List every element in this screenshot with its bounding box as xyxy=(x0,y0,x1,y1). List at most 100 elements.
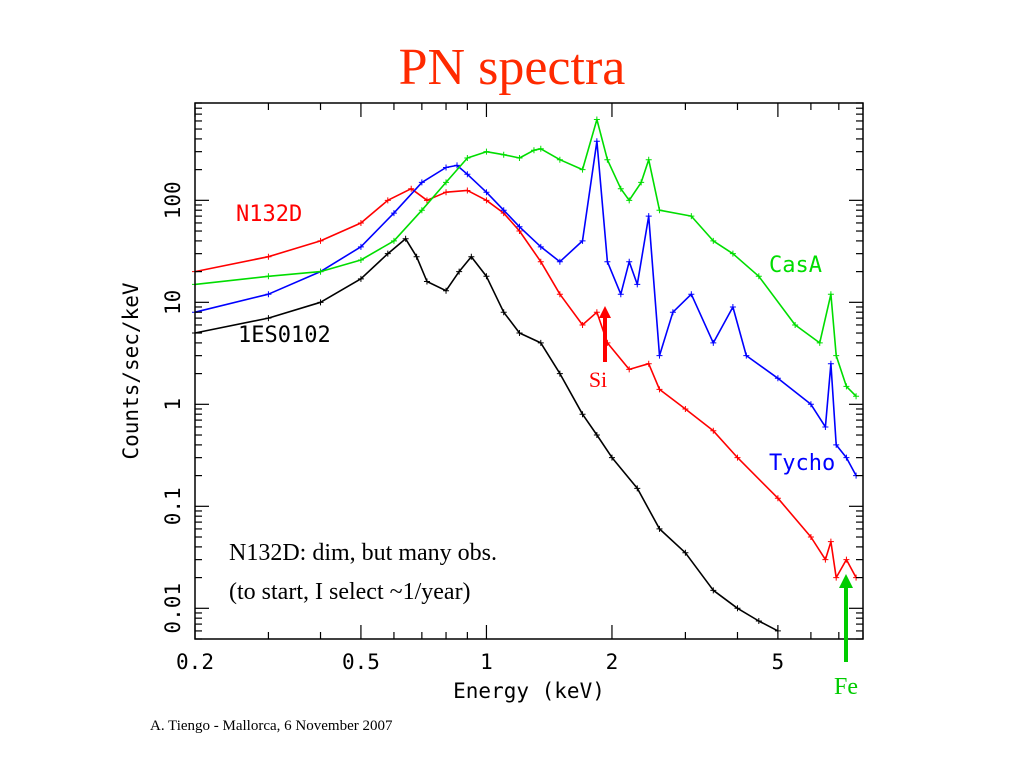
data-point xyxy=(384,250,391,257)
data-point xyxy=(317,237,324,244)
data-point xyxy=(593,138,600,145)
data-point xyxy=(579,321,586,328)
data-point xyxy=(537,339,544,346)
data-point xyxy=(265,291,272,298)
data-point xyxy=(638,179,645,186)
data-point xyxy=(556,156,563,163)
data-point xyxy=(516,155,523,162)
data-point xyxy=(537,258,544,265)
data-point xyxy=(710,339,717,346)
data-point xyxy=(604,156,611,163)
series-line-1es0102 xyxy=(194,238,779,632)
data-point xyxy=(593,116,600,123)
data-point xyxy=(833,574,840,581)
y-tick-label: 100 xyxy=(161,181,185,219)
data-point xyxy=(317,299,324,306)
data-point xyxy=(792,321,799,328)
data-point xyxy=(755,618,762,625)
data-point xyxy=(729,250,736,257)
label-casa: CasA xyxy=(769,253,822,278)
series-line-tycho xyxy=(194,140,857,476)
data-point xyxy=(682,405,689,412)
data-point xyxy=(827,291,834,298)
data-point xyxy=(464,155,471,162)
fe-arrow-head xyxy=(839,574,853,588)
data-point xyxy=(710,587,717,594)
si-annotation: Si xyxy=(589,306,611,392)
data-point xyxy=(443,189,450,196)
data-point xyxy=(774,375,781,382)
data-point xyxy=(556,370,563,377)
data-point xyxy=(608,454,615,461)
data-point xyxy=(710,237,717,244)
data-point xyxy=(774,495,781,502)
data-point xyxy=(682,549,689,556)
note-line-2: (to start, I select ~1/year) xyxy=(229,579,471,605)
data-point xyxy=(500,207,507,214)
x-tick-label: 0.5 xyxy=(342,650,380,674)
data-point xyxy=(500,309,507,316)
data-point xyxy=(423,278,430,285)
data-point xyxy=(827,360,834,367)
data-point xyxy=(710,427,717,434)
data-point xyxy=(645,213,652,220)
data-point xyxy=(729,303,736,310)
data-point xyxy=(626,197,633,204)
x-tick-label: 5 xyxy=(772,650,785,674)
data-point xyxy=(537,145,544,152)
data-point xyxy=(617,291,624,298)
si-arrow-head xyxy=(599,306,611,318)
data-point xyxy=(656,386,663,393)
y-tick-label: 1 xyxy=(161,398,185,411)
plot-frame xyxy=(194,102,864,640)
data-point xyxy=(645,360,652,367)
data-point xyxy=(454,162,461,169)
data-point xyxy=(734,605,741,612)
data-point xyxy=(464,187,471,194)
data-point xyxy=(807,534,814,541)
x-tick-label: 2 xyxy=(606,650,619,674)
data-point xyxy=(483,197,490,204)
si-label: Si xyxy=(589,367,607,392)
data-point xyxy=(357,256,364,263)
data-point xyxy=(755,273,762,280)
data-point xyxy=(516,330,523,337)
data-point xyxy=(357,243,364,250)
data-point xyxy=(443,179,450,186)
data-point xyxy=(265,315,272,322)
data-point xyxy=(483,189,490,196)
data-point xyxy=(833,441,840,448)
data-point xyxy=(669,309,676,316)
data-point xyxy=(593,432,600,439)
data-point xyxy=(390,237,397,244)
data-point xyxy=(265,273,272,280)
data-point xyxy=(265,253,272,260)
data-point xyxy=(530,147,537,154)
label-tycho: Tycho xyxy=(769,451,835,476)
data-point xyxy=(656,207,663,214)
data-point xyxy=(384,197,391,204)
data-point xyxy=(827,538,834,545)
series-line-casa xyxy=(194,118,857,397)
data-point xyxy=(464,171,471,178)
data-point xyxy=(500,151,507,158)
label-1es0102: 1ES0102 xyxy=(238,323,331,348)
data-point xyxy=(317,268,324,275)
data-point xyxy=(537,243,544,250)
x-axis-label: Energy (keV) xyxy=(453,679,605,703)
data-point xyxy=(807,401,814,408)
series-line-n132d xyxy=(194,187,857,579)
data-point xyxy=(593,309,600,316)
data-point xyxy=(408,185,415,192)
data-point xyxy=(688,291,695,298)
data-point xyxy=(579,237,586,244)
data-point xyxy=(418,207,425,214)
note-line-1: N132D: dim, but many obs. xyxy=(229,540,497,566)
data-point xyxy=(822,556,829,563)
data-point xyxy=(516,223,523,230)
series-layer xyxy=(192,116,860,634)
data-point xyxy=(483,148,490,155)
data-point xyxy=(843,383,850,390)
data-point xyxy=(853,393,860,400)
